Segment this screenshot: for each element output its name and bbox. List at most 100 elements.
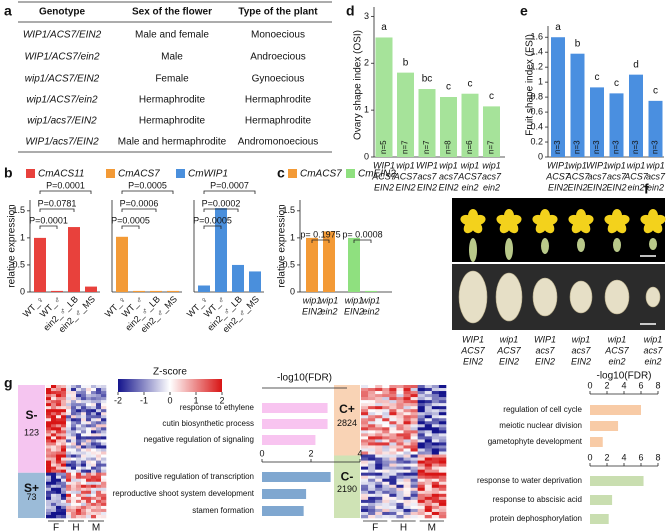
bar <box>249 271 261 292</box>
heatmap-cell <box>46 511 52 516</box>
heatmap-cell <box>438 442 447 446</box>
heatmap-cell <box>51 427 57 431</box>
heatmap-cell <box>417 442 426 446</box>
heatmap-cell <box>71 421 77 425</box>
heatmap-cell <box>81 466 87 470</box>
heatmap-cell <box>382 451 390 455</box>
heatmap-cell <box>431 472 440 476</box>
x-tick-label: wip1 <box>303 295 322 305</box>
heatmap-cell <box>66 508 72 513</box>
heatmap-cell <box>424 466 433 470</box>
heatmap-cell <box>86 502 92 507</box>
x-tick-label: wip1 <box>439 160 458 170</box>
heatmap-cell <box>61 505 67 510</box>
heatmap-cell <box>61 508 67 513</box>
heatmap-cell <box>46 391 52 395</box>
heatmap-cell <box>410 397 418 401</box>
heatmap-cell <box>86 421 92 425</box>
heatmap-cell <box>101 511 107 516</box>
heatmap-cell <box>81 415 87 419</box>
heatmap-cell <box>66 433 72 437</box>
heatmap-cell <box>417 409 426 413</box>
heatmap-cell <box>86 499 92 504</box>
column-label: F <box>372 523 378 532</box>
heatmap-cell <box>76 472 82 476</box>
heatmap-cell <box>417 484 426 489</box>
heatmap-cell <box>76 388 82 392</box>
y-tick-label: 3 <box>364 11 369 21</box>
x-tick-label: WIP1 <box>586 160 608 170</box>
heatmap-cell <box>81 487 87 492</box>
heatmap-cell <box>66 481 72 486</box>
heatmap-cell <box>382 490 390 495</box>
heatmap-cell <box>81 511 87 516</box>
heatmap-cell <box>81 397 87 401</box>
heatmap-cell <box>431 433 440 437</box>
heatmap-cell <box>76 475 82 480</box>
heatmap-cell <box>86 424 92 428</box>
significance-label: P=0.0006 <box>120 198 159 208</box>
heatmap-cell <box>431 511 440 516</box>
heatmap-cell <box>389 457 397 461</box>
heatmap-cell <box>96 436 102 440</box>
heatmap-cell <box>410 505 418 510</box>
heatmap-cell <box>86 514 92 519</box>
significance-letter: c <box>614 78 619 89</box>
heatmap-cell <box>71 481 77 486</box>
heatmap-cell <box>46 397 52 401</box>
heatmap-cell <box>361 430 369 434</box>
heatmap-cell <box>431 478 440 483</box>
heatmap-cell <box>86 469 92 473</box>
photo-label: wip1 <box>500 334 519 344</box>
heatmap-cell <box>361 514 369 519</box>
heatmap-cell <box>368 439 376 443</box>
heatmap-cell <box>56 463 62 467</box>
heatmap-cell <box>417 403 426 407</box>
heatmap-cell <box>86 442 92 446</box>
heatmap-cell <box>61 487 67 492</box>
heatmap-cell <box>86 397 92 401</box>
heatmap-cell <box>91 430 97 434</box>
heatmap-cell <box>438 406 447 410</box>
heatmap-cell <box>389 424 397 428</box>
heatmap-cell <box>431 502 440 507</box>
cluster-label: C+ <box>339 402 355 416</box>
heatmap-cell <box>76 415 82 419</box>
significance-letter: b <box>575 38 581 49</box>
heatmap-cell <box>46 427 52 431</box>
sample-size: n=7 <box>487 140 496 154</box>
heatmap-cell <box>51 466 57 470</box>
heatmap-cell <box>101 496 107 501</box>
heatmap-cell <box>382 481 390 486</box>
heatmap-cell <box>389 391 397 395</box>
heatmap-cell <box>361 385 369 389</box>
x-tick-label: ACS7 <box>545 171 571 181</box>
heatmap-cell <box>361 493 369 498</box>
heatmap-cell <box>431 403 440 407</box>
heatmap-cell <box>91 400 97 404</box>
heatmap-cell <box>51 409 57 413</box>
heatmap-cell <box>91 397 97 401</box>
heatmap-cell <box>396 457 404 461</box>
heatmap-cell <box>101 391 107 395</box>
heatmap-cell <box>76 433 82 437</box>
bar <box>418 89 436 157</box>
heatmap-cell <box>96 490 102 495</box>
heatmap-cell <box>91 478 97 483</box>
heatmap-cell <box>375 490 383 495</box>
table-header: Type of the plant <box>238 7 318 18</box>
heatmap-cell <box>51 481 57 486</box>
heatmap-cell <box>389 397 397 401</box>
heatmap-cell <box>66 391 72 395</box>
heatmap-cell <box>101 454 107 458</box>
heatmap-cell <box>51 454 57 458</box>
heatmap-cell <box>76 463 82 467</box>
heatmap-cell <box>81 469 87 473</box>
heatmap-cell <box>76 478 82 483</box>
heatmap-cell <box>375 493 383 498</box>
heatmap-cell <box>424 508 433 513</box>
ovary <box>613 238 621 252</box>
x-tick-label: 2 <box>604 380 609 390</box>
heatmap-cell <box>96 487 102 492</box>
x-tick-label: 4 <box>357 448 362 458</box>
